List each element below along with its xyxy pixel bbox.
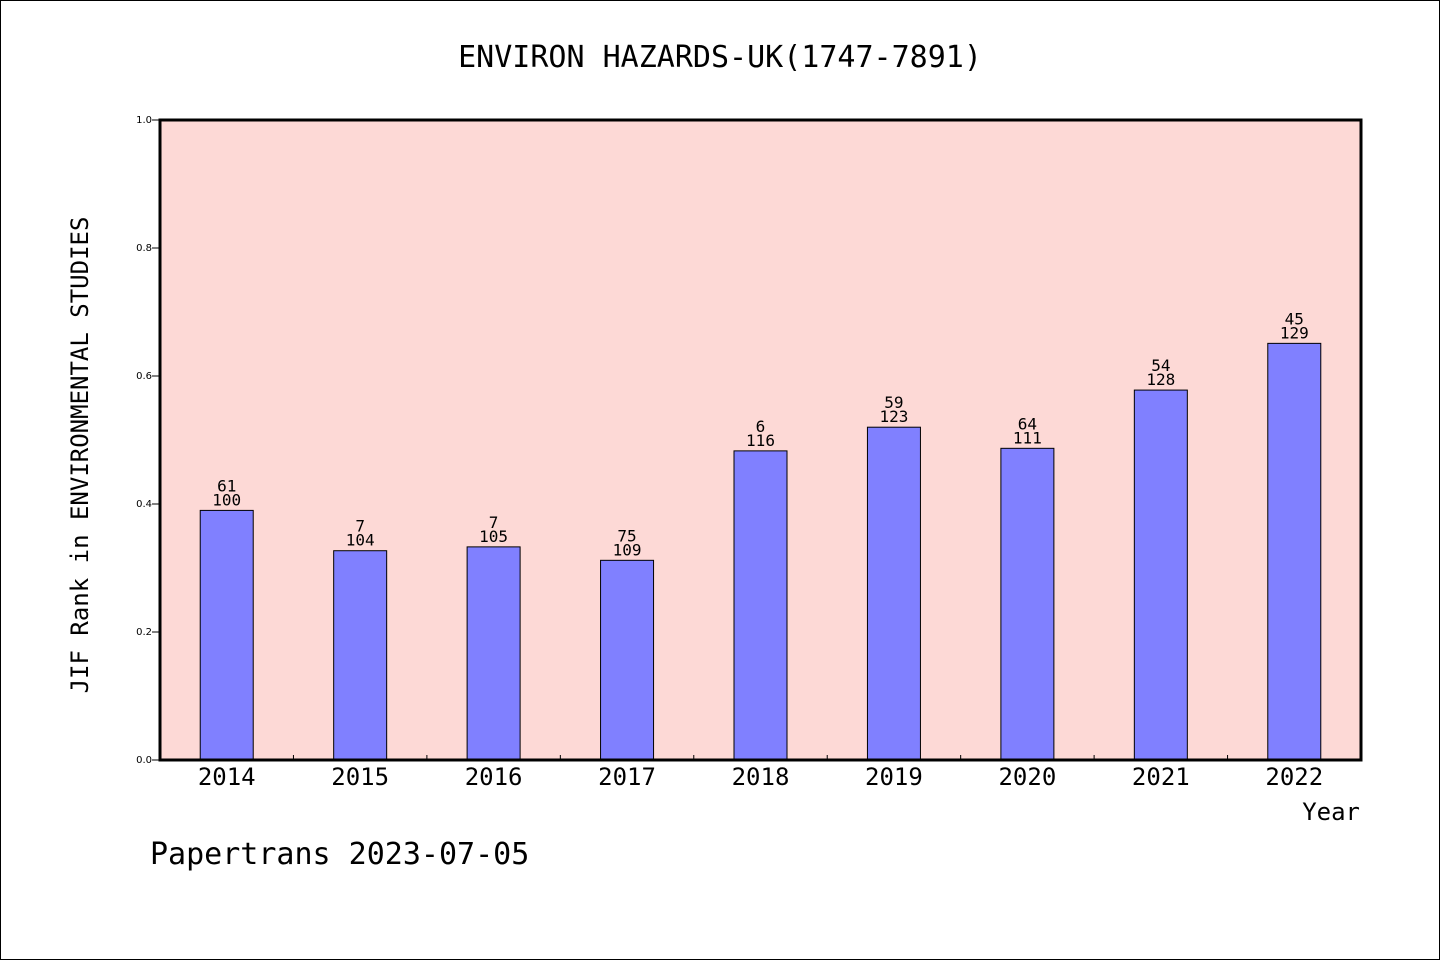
data-label-total: 128 bbox=[1146, 370, 1175, 389]
y-tick-label: 0.4 bbox=[136, 499, 152, 510]
data-label-total: 116 bbox=[746, 431, 775, 450]
bar-2019 bbox=[866, 426, 921, 761]
bar-2014 bbox=[199, 509, 254, 761]
bar-2022 bbox=[1267, 342, 1322, 761]
y-tick-label: 0.6 bbox=[136, 371, 152, 382]
data-label-total: 104 bbox=[346, 531, 375, 550]
x-axis-label: Year bbox=[1302, 798, 1360, 826]
data-label-rank: 61 bbox=[217, 476, 236, 495]
y-axis-label: JIF Rank in ENVIRONMENTAL STUDIES bbox=[66, 217, 94, 694]
x-tick-label: 2014 bbox=[198, 763, 256, 791]
bar-2016 bbox=[466, 546, 521, 761]
plot-border bbox=[158, 118, 1363, 762]
footer-text: Papertrans 2023-07-05 bbox=[150, 837, 529, 872]
data-label-total: 123 bbox=[879, 407, 908, 426]
y-tick-label: 1.0 bbox=[136, 115, 152, 126]
x-tick-label: 2018 bbox=[732, 763, 790, 791]
x-tick-label: 2017 bbox=[598, 763, 656, 791]
bar-2020 bbox=[1000, 447, 1055, 761]
x-tick-label: 2019 bbox=[865, 763, 923, 791]
y-tick-label: 0.8 bbox=[136, 243, 152, 254]
data-label-total: 129 bbox=[1280, 323, 1309, 342]
data-label-rank: 64 bbox=[1018, 414, 1037, 433]
bars-group bbox=[199, 342, 1322, 761]
data-label-rank: 54 bbox=[1151, 356, 1170, 375]
x-tick-label: 2016 bbox=[465, 763, 523, 791]
data-label-rank: 6 bbox=[756, 417, 766, 436]
y-tick-label: 0.2 bbox=[136, 627, 152, 638]
x-tick-label: 2020 bbox=[998, 763, 1056, 791]
x-tick-label: 2015 bbox=[331, 763, 389, 791]
data-label-rank: 45 bbox=[1285, 309, 1304, 328]
data-label-rank: 59 bbox=[884, 393, 903, 412]
bar-2021 bbox=[1133, 389, 1188, 761]
y-axis-ticks: 0.0 0.2 0.4 0.6 0.8 1.0 bbox=[136, 115, 160, 766]
data-label-total: 100 bbox=[212, 490, 241, 509]
bar-2015 bbox=[333, 550, 388, 761]
x-tick-label: 2021 bbox=[1132, 763, 1190, 791]
data-label-total: 111 bbox=[1013, 428, 1042, 447]
bar-2018 bbox=[733, 450, 788, 761]
x-tick-label: 2022 bbox=[1265, 763, 1323, 791]
chart-title: ENVIRON HAZARDS-UK(1747-7891) bbox=[458, 40, 982, 75]
data-label-total: 109 bbox=[613, 540, 642, 559]
x-axis-ticks: 2014 2015 2016 2017 2018 2019 2020 2021 2022 bbox=[198, 755, 1323, 791]
bar-2017 bbox=[600, 559, 655, 761]
data-label-rank: 7 bbox=[355, 517, 365, 536]
data-label-rank: 75 bbox=[617, 526, 636, 545]
data-label-rank: 7 bbox=[489, 513, 499, 532]
y-tick-label: 0.0 bbox=[136, 755, 152, 766]
data-label-total: 105 bbox=[479, 527, 508, 546]
